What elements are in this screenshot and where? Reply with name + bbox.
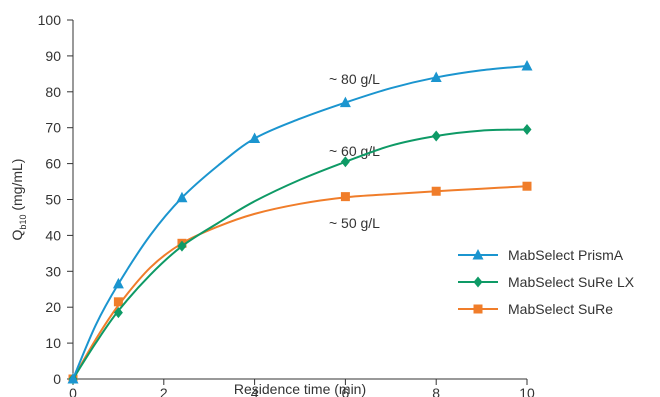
data-point-mabselect-prisma (339, 96, 351, 108)
data-point-mabselect-prisma (112, 277, 124, 289)
data-point-mabselect-sure-lx (522, 123, 532, 135)
data-point-mabselect-sure-lx (431, 130, 441, 142)
data-point-mabselect-sure (522, 181, 532, 191)
x-tick-label: 6 (342, 385, 350, 397)
legend-label: MabSelect SuRe (508, 301, 613, 317)
legend-label: MabSelect PrismA (508, 247, 624, 263)
data-point-mabselect-sure (113, 297, 123, 307)
data-point-mabselect-sure-lx (340, 156, 350, 168)
legend: MabSelect PrismA MabSelect SuRe LX MabSele… (458, 247, 635, 317)
data-point-mabselect-sure-lx (113, 307, 123, 319)
y-tick-label: 100 (38, 12, 62, 28)
series-line-mabselect-prisma (72, 64, 528, 380)
x-tick-label: 0 (69, 385, 77, 397)
data-point-mabselect-prisma (430, 71, 442, 82)
data-point-mabselect-prisma (521, 59, 533, 71)
axes: 0 10 20 30 40 50 60 70 80 90 100 0 2 4 6 8 10 Residence t… (9, 12, 535, 397)
legend-marker (473, 304, 483, 314)
legend-marker (473, 276, 483, 288)
y-tick-label: 10 (45, 335, 61, 351)
x-tick-label: 4 (251, 385, 259, 397)
y-tick-label: 40 (45, 227, 61, 243)
y-axis-label: Qb10 (mg/mL) (9, 159, 28, 241)
series-group (67, 59, 533, 385)
capacity-annotation: ~ 60 g/L (329, 143, 380, 159)
x-tick-label: 8 (432, 385, 440, 397)
y-tick-label: 80 (45, 84, 61, 100)
legend-item-mabselect-sure-lx: MabSelect SuRe LX (458, 274, 635, 290)
x-tick-label: 10 (519, 385, 535, 397)
legend-label: MabSelect SuRe LX (508, 274, 635, 290)
legend-item-mabselect-sure: MabSelect SuRe (458, 301, 613, 317)
data-point-mabselect-prisma (67, 373, 79, 384)
y-tick-label: 90 (45, 48, 61, 64)
legend-item-mabselect-prisma: MabSelect PrismA (458, 247, 624, 263)
data-point-mabselect-sure-lx (177, 240, 187, 252)
capacity-annotation: ~ 50 g/L (329, 215, 380, 231)
curve-annotations: ~ 80 g/L ~ 60 g/L ~ 50 g/L (329, 71, 380, 231)
y-tick-label: 70 (45, 120, 61, 136)
y-tick-label: 0 (53, 371, 61, 387)
legend-marker (472, 249, 484, 260)
capacity-annotation: ~ 80 g/L (329, 71, 380, 87)
y-tick-label: 30 (45, 263, 61, 279)
y-tick-label: 50 (45, 192, 61, 208)
x-tick-label: 2 (160, 385, 168, 397)
data-point-mabselect-sure (431, 186, 441, 196)
data-point-mabselect-prisma (176, 191, 188, 203)
data-point-mabselect-prisma (249, 132, 261, 143)
y-tick-label: 20 (45, 299, 61, 315)
data-point-mabselect-sure (340, 192, 350, 202)
series-mabselect-prisma (67, 59, 533, 384)
x-axis-label: Residence time (min) (234, 381, 366, 397)
y-tick-label: 60 (45, 156, 61, 172)
